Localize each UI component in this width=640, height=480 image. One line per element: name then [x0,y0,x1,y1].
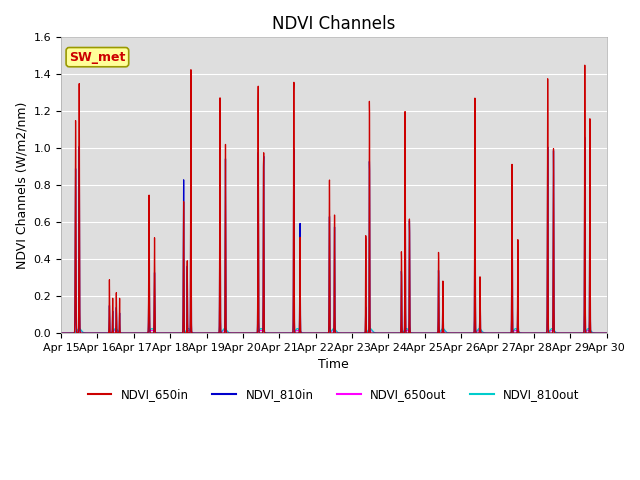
NDVI_810in [152,330,159,336]
NDVI_650out [603,330,611,336]
NDVI_650out [592,330,600,336]
NDVI_650out [290,329,298,335]
NDVI_650in [290,79,298,85]
NDVI_650in [603,330,611,336]
NDVI_810out [76,326,83,332]
Line: NDVI_810in: NDVI_810in [61,137,607,333]
NDVI_650in [581,62,589,68]
Line: NDVI_810out: NDVI_810out [61,329,607,333]
NDVI_810in [120,330,127,336]
NDVI_650in [592,330,600,336]
NDVI_810in [581,134,589,140]
Line: NDVI_650out: NDVI_650out [61,330,607,333]
NDVI_650out [152,329,159,335]
NDVI_650in [57,330,65,336]
NDVI_810in [592,330,600,336]
Legend: NDVI_650in, NDVI_810in, NDVI_650out, NDVI_810out: NDVI_650in, NDVI_810in, NDVI_650out, NDV… [83,384,584,406]
NDVI_810in [290,146,298,152]
Title: NDVI Channels: NDVI Channels [272,15,396,33]
NDVI_810out [603,330,611,336]
NDVI_650in [152,330,159,336]
NDVI_650out [57,330,65,336]
NDVI_650in [120,330,127,336]
NDVI_810out [290,329,298,335]
NDVI_650out [534,330,541,336]
NDVI_810out [267,330,275,336]
NDVI_650out [120,330,127,336]
NDVI_810out [592,330,600,336]
NDVI_810in [57,330,65,336]
NDVI_810out [534,330,541,336]
NDVI_650out [267,330,275,336]
NDVI_810in [533,330,541,336]
NDVI_810out [120,330,127,336]
NDVI_810in [603,330,611,336]
NDVI_650in [533,330,541,336]
X-axis label: Time: Time [319,359,349,372]
Line: NDVI_650in: NDVI_650in [61,65,607,333]
NDVI_650out [76,327,83,333]
Text: SW_met: SW_met [69,51,125,64]
NDVI_810out [152,330,159,336]
NDVI_810out [57,330,65,336]
NDVI_650in [266,330,274,336]
NDVI_810in [266,330,274,336]
Y-axis label: NDVI Channels (W/m2/nm): NDVI Channels (W/m2/nm) [15,102,28,269]
